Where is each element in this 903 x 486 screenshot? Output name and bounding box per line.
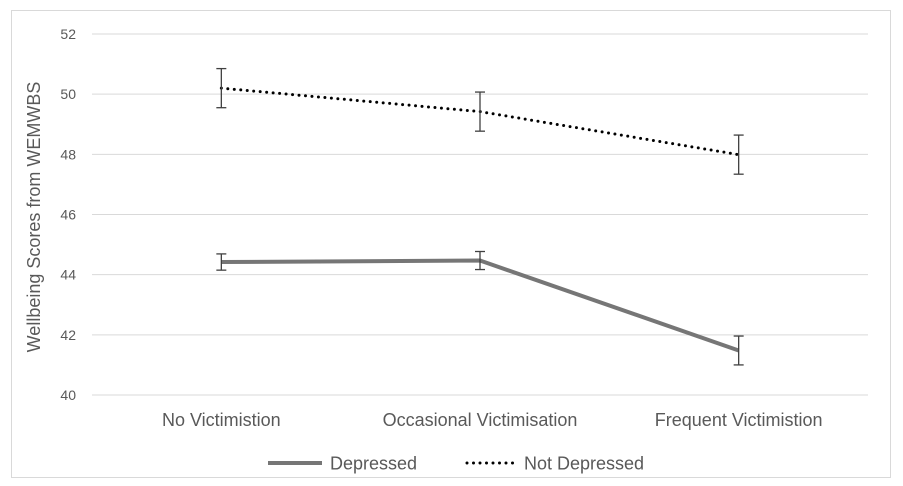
error-bar <box>733 134 744 175</box>
error-bar <box>216 67 227 109</box>
gridlines <box>92 33 868 396</box>
x-axis-categories: No Victimistion Occasional Victimisation F… <box>162 410 823 430</box>
legend-label: Depressed <box>330 454 417 474</box>
x-category-label: Occasional Victimisation <box>383 410 578 430</box>
y-tick-label: 44 <box>60 267 76 283</box>
error-bar <box>733 335 744 366</box>
y-tick-label: 46 <box>60 207 76 223</box>
y-tick-label: 52 <box>60 26 76 42</box>
legend: Depressed Not Depressed <box>268 454 644 474</box>
y-axis-ticks: 40 42 44 46 48 50 52 <box>60 26 76 403</box>
y-tick-label: 48 <box>60 146 76 162</box>
legend-label: Not Depressed <box>524 454 644 474</box>
error-bar <box>475 91 485 132</box>
x-category-label: Frequent Victimistion <box>655 410 823 430</box>
y-tick-label: 42 <box>60 327 76 343</box>
x-category-label: No Victimistion <box>162 410 281 430</box>
y-axis-title: Wellbeing Scores from WEMWBS <box>24 82 44 353</box>
error-bar <box>475 250 485 271</box>
chart-area <box>11 10 891 478</box>
y-tick-label: 50 <box>60 86 76 102</box>
error-bar <box>216 253 227 271</box>
series-line-depressed <box>221 258 740 353</box>
error-bars <box>216 67 744 366</box>
y-tick-label: 40 <box>60 387 76 403</box>
